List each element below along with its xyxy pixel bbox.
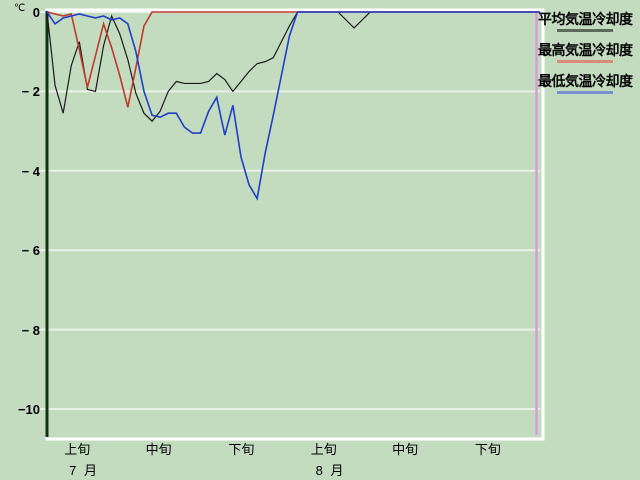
legend-label-2: 最低気温冷却度: [538, 73, 633, 89]
plot-bg-rect: [47, 11, 540, 437]
plot-background-group: [47, 11, 540, 437]
legend-swatch-1: [557, 60, 614, 63]
y-axis-unit-label: ℃: [14, 3, 26, 14]
x-month-label-0: 7 月: [69, 463, 100, 478]
data-series-group: [46, 11, 540, 201]
x-tick-label-4: 中旬: [392, 442, 419, 457]
legend-swatch-2: [557, 91, 614, 94]
legend-item-1[interactable]: 最高気温冷却度: [538, 43, 633, 63]
legend-swatch-0: [557, 29, 614, 32]
x-month-label-1: 8 月: [315, 463, 346, 478]
gridlines-group: [37, 11, 540, 410]
y-tick-label--2: − 2: [21, 84, 40, 100]
x-tick-label-3: 上旬: [310, 442, 337, 457]
legend-label-1: 最高気温冷却度: [538, 42, 633, 58]
y-tick-label--4: − 4: [21, 163, 40, 179]
x-tick-label-2: 下旬: [228, 442, 255, 457]
y-tick-label--6: − 6: [21, 243, 40, 259]
legend-item-0[interactable]: 平均気温冷却度: [538, 12, 633, 32]
x-tick-label-5: 下旬: [474, 442, 501, 457]
series-line-min: [46, 11, 540, 201]
y-tick-label--8: − 8: [21, 322, 40, 338]
x-tick-label-1: 中旬: [145, 442, 172, 457]
legend-label-0: 平均気温冷却度: [538, 11, 633, 27]
y-tick-label-0: 0: [32, 5, 40, 20]
y-tick-label--10: −10: [17, 402, 40, 417]
x-tick-label-0: 上旬: [64, 442, 91, 457]
legend-item-2[interactable]: 最低気温冷却度: [538, 74, 633, 94]
